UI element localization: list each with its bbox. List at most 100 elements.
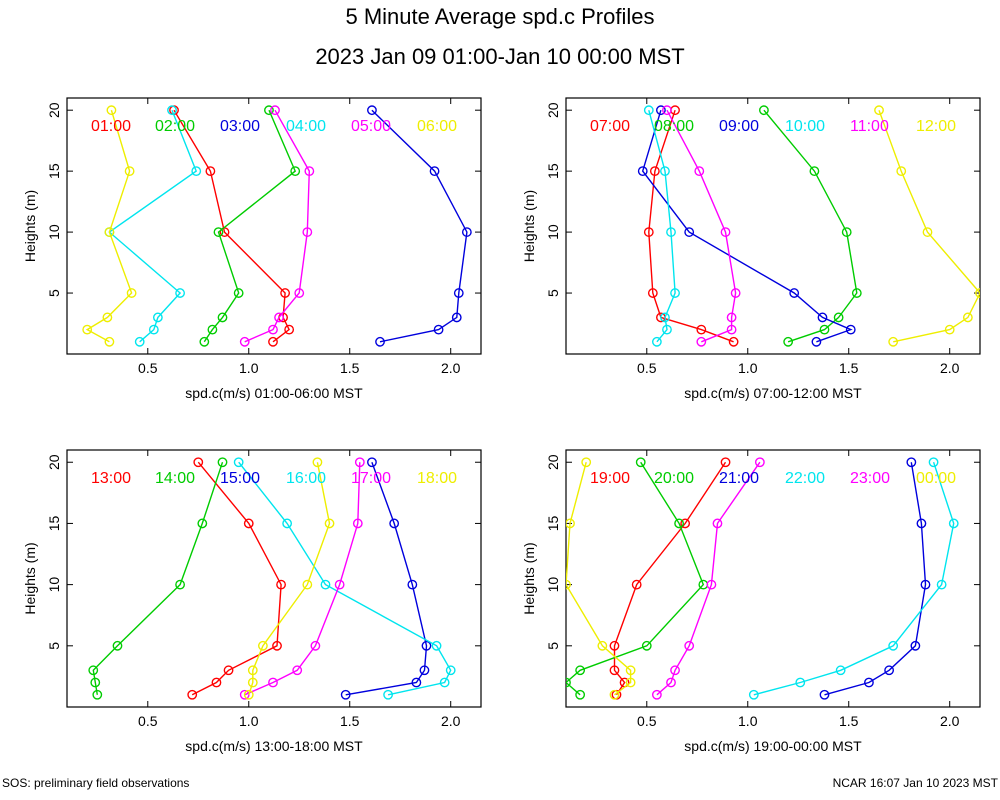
series-line (371, 109, 468, 343)
x-tick-label: 1.5 (340, 713, 360, 729)
data-point (284, 324, 295, 335)
data-point (272, 640, 282, 651)
data-point (566, 579, 571, 590)
data-point (352, 518, 363, 529)
data-point (354, 457, 365, 468)
data-point (656, 105, 666, 116)
data-point (575, 665, 586, 676)
series-1300 (187, 457, 286, 700)
series-line (656, 461, 761, 696)
data-point (643, 227, 654, 237)
x-tick-label: 0.5 (637, 360, 657, 376)
legend-entry: 02:00 (155, 118, 195, 135)
data-point (896, 166, 907, 177)
data-point (389, 518, 400, 529)
y-tick-label: 10 (545, 224, 561, 240)
data-point (851, 288, 862, 298)
data-point (124, 166, 135, 177)
data-point (726, 324, 737, 335)
data-point (429, 166, 440, 177)
y-tick-label: 5 (46, 289, 62, 297)
data-point (635, 457, 646, 468)
data-point (684, 227, 695, 237)
data-point (928, 457, 939, 468)
legend-entry: 00:00 (916, 470, 956, 487)
series-0900 (637, 105, 856, 347)
series-1700 (239, 457, 365, 700)
data-point (888, 336, 899, 347)
series-0200 (199, 105, 301, 347)
data-point (233, 457, 244, 468)
data-point (647, 288, 658, 298)
x-tick-label: 2.0 (441, 360, 461, 376)
data-point (431, 640, 442, 651)
data-point (888, 640, 899, 651)
legend-entry: 06:00 (417, 118, 457, 135)
data-point (975, 288, 980, 298)
legend-entry: 17:00 (351, 470, 391, 487)
data-point (789, 288, 800, 298)
data-point (213, 227, 224, 237)
data-point (247, 677, 258, 688)
series-line (824, 462, 927, 696)
data-point (290, 166, 301, 177)
data-point (233, 288, 244, 298)
data-point (453, 288, 464, 298)
series-line (244, 109, 311, 343)
data-point (884, 665, 895, 676)
legend-entry: 04:00 (286, 118, 326, 135)
data-point (660, 312, 670, 323)
y-tick-label: 20 (545, 454, 561, 470)
data-point (609, 689, 620, 700)
data-layer (566, 457, 959, 700)
data-point (104, 336, 115, 347)
data-point (670, 665, 680, 676)
data-point (694, 166, 705, 177)
series-line (173, 109, 290, 343)
data-point (205, 166, 216, 177)
series-1600 (233, 457, 456, 700)
data-point (419, 665, 430, 676)
series-0000 (566, 457, 636, 700)
y-tick-label: 5 (46, 642, 62, 650)
series-line (345, 461, 428, 696)
series-0300 (367, 105, 472, 347)
data-point (625, 665, 636, 676)
data-point (726, 312, 737, 323)
data-point (243, 518, 254, 529)
series-line (763, 109, 858, 343)
data-point (461, 227, 472, 237)
plot-panel-4: 0.5 1.0 1.5 2.0 5 10 15 20 spd.c(m/s) 19:00-00:0… (521, 449, 981, 754)
data-point (651, 689, 662, 700)
series-1500 (340, 457, 432, 700)
x-tick-label: 2.0 (940, 360, 960, 376)
data-point (936, 579, 947, 590)
data-point (845, 324, 856, 335)
data-point (631, 579, 642, 590)
chart-title: 5 Minute Average spd.c Profiles (345, 4, 655, 29)
data-point (759, 105, 769, 116)
y-tick-label: 10 (46, 224, 62, 240)
data-point (609, 665, 620, 676)
data-point (211, 677, 222, 688)
data-point (819, 324, 830, 335)
series-0600 (82, 105, 137, 347)
data-point (175, 288, 185, 298)
x-tick-label: 1.0 (738, 713, 758, 729)
data-point (193, 457, 204, 468)
data-point (104, 227, 115, 237)
y-tick-label: 10 (46, 577, 62, 593)
data-point (439, 677, 450, 688)
x-tick-label: 0.5 (138, 360, 158, 376)
data-point (134, 336, 145, 347)
legend-entry: 12:00 (916, 118, 956, 135)
data-point (748, 689, 759, 700)
series-0500 (239, 105, 315, 347)
data-point (282, 518, 293, 529)
data-point (268, 336, 278, 347)
x-tick-label: 1.5 (839, 360, 859, 376)
data-point (795, 677, 806, 688)
data-layer (82, 105, 472, 347)
data-point (811, 336, 822, 347)
